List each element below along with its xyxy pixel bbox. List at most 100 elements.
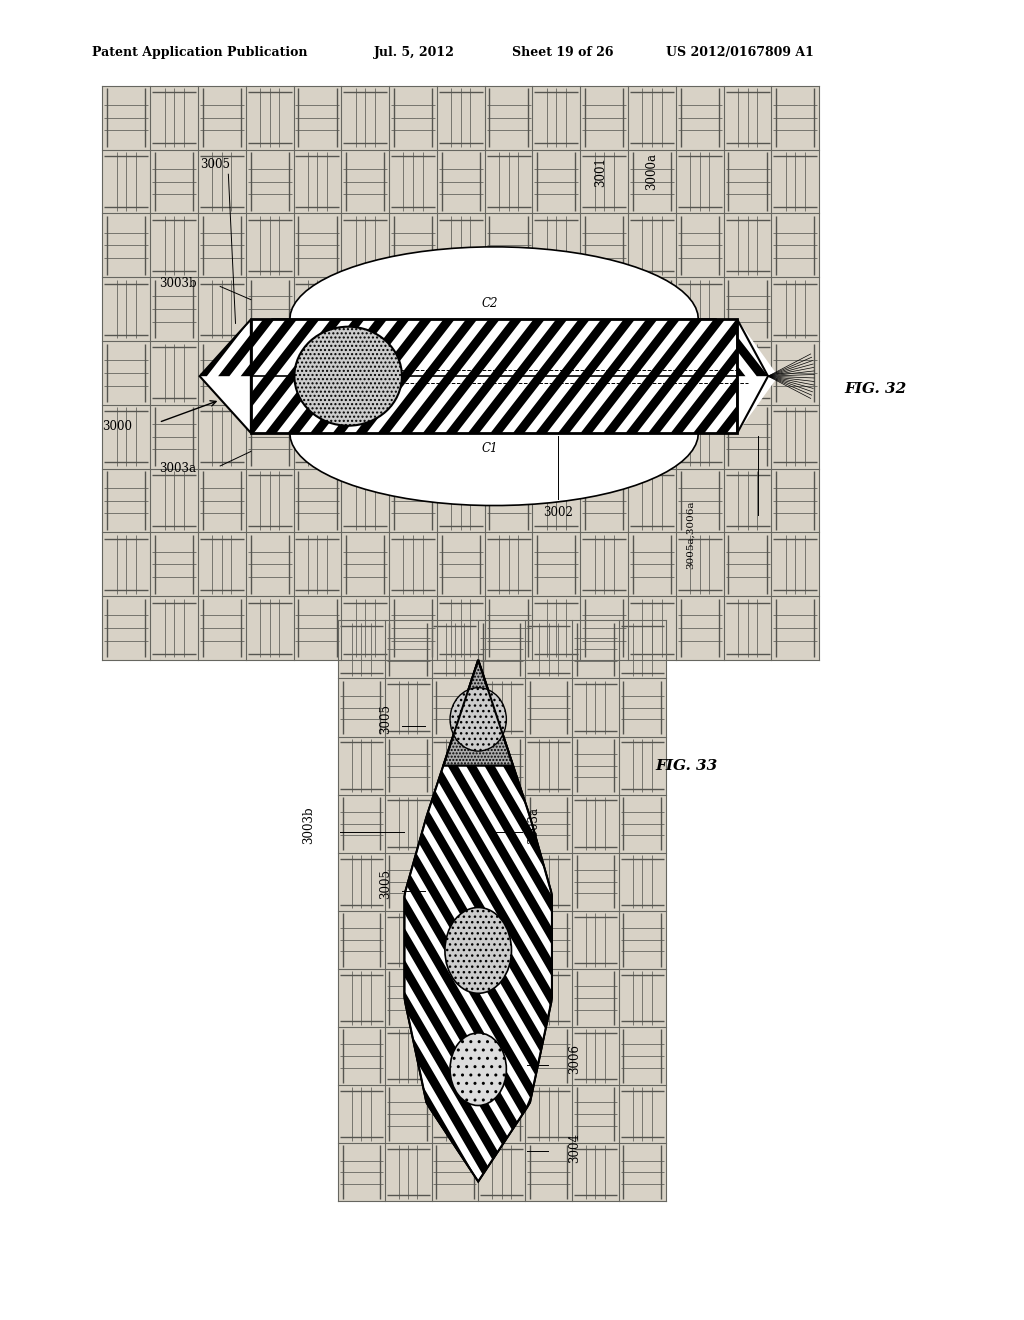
Ellipse shape (444, 908, 512, 993)
Polygon shape (0, 319, 48, 376)
Bar (102, 86, 819, 660)
Polygon shape (693, 319, 793, 433)
Text: 3002: 3002 (543, 506, 572, 519)
Polygon shape (85, 319, 184, 433)
Polygon shape (173, 319, 228, 376)
Polygon shape (690, 319, 745, 376)
Text: FIG. 32: FIG. 32 (845, 383, 907, 396)
Polygon shape (241, 319, 296, 376)
Polygon shape (780, 319, 836, 376)
Text: Patent Application Publication: Patent Application Publication (92, 46, 307, 59)
Polygon shape (613, 766, 865, 1181)
Polygon shape (355, 319, 455, 433)
Text: 3003a: 3003a (527, 807, 541, 843)
Polygon shape (83, 319, 138, 376)
Polygon shape (540, 766, 792, 1181)
Polygon shape (286, 319, 341, 376)
Polygon shape (521, 766, 773, 1181)
Text: 3000a: 3000a (645, 153, 658, 190)
Polygon shape (400, 319, 500, 433)
Polygon shape (353, 319, 409, 376)
Polygon shape (288, 319, 387, 433)
Polygon shape (490, 319, 590, 433)
Polygon shape (577, 766, 828, 1181)
Polygon shape (466, 766, 718, 1181)
Polygon shape (108, 319, 207, 433)
Polygon shape (310, 319, 410, 433)
Polygon shape (189, 766, 441, 1181)
Polygon shape (151, 319, 206, 376)
Text: 3003b: 3003b (302, 807, 315, 843)
Polygon shape (648, 319, 748, 433)
Polygon shape (961, 319, 1016, 376)
Polygon shape (200, 319, 778, 433)
Polygon shape (411, 766, 663, 1181)
Polygon shape (941, 319, 1024, 433)
Polygon shape (983, 319, 1024, 376)
Polygon shape (271, 433, 717, 506)
Polygon shape (60, 319, 116, 376)
Polygon shape (0, 319, 49, 433)
Polygon shape (374, 766, 626, 1181)
Polygon shape (0, 319, 4, 433)
Polygon shape (870, 319, 926, 376)
Polygon shape (445, 319, 545, 433)
Polygon shape (669, 766, 921, 1181)
Text: 3001: 3001 (594, 157, 607, 186)
Polygon shape (200, 319, 251, 433)
Text: 3005: 3005 (379, 705, 392, 734)
Polygon shape (558, 766, 810, 1181)
Polygon shape (38, 319, 93, 376)
Polygon shape (220, 319, 319, 433)
Polygon shape (779, 766, 1024, 1181)
Polygon shape (623, 319, 678, 376)
Polygon shape (0, 319, 26, 376)
Polygon shape (263, 319, 318, 376)
Polygon shape (915, 319, 971, 376)
Polygon shape (986, 319, 1024, 433)
Polygon shape (0, 319, 3, 376)
Polygon shape (198, 319, 297, 433)
Polygon shape (919, 319, 1018, 433)
Polygon shape (404, 766, 552, 1181)
Polygon shape (226, 766, 478, 1181)
Text: 3005: 3005 (200, 158, 229, 172)
Polygon shape (938, 319, 993, 376)
Polygon shape (1009, 319, 1024, 433)
Polygon shape (447, 766, 699, 1181)
Polygon shape (130, 319, 229, 433)
Polygon shape (724, 766, 976, 1181)
Polygon shape (376, 319, 431, 376)
Polygon shape (404, 660, 552, 1181)
Polygon shape (828, 319, 928, 433)
Polygon shape (758, 319, 813, 376)
Polygon shape (581, 319, 680, 433)
Polygon shape (263, 766, 515, 1181)
Polygon shape (40, 319, 139, 433)
Polygon shape (245, 766, 497, 1181)
Polygon shape (378, 319, 477, 433)
Polygon shape (468, 319, 567, 433)
Text: Sheet 19 of 26: Sheet 19 of 26 (512, 46, 613, 59)
Polygon shape (761, 766, 1013, 1181)
Polygon shape (171, 766, 423, 1181)
Polygon shape (964, 319, 1024, 433)
Polygon shape (600, 319, 655, 376)
Polygon shape (105, 319, 161, 376)
Text: 3003a: 3003a (159, 462, 196, 475)
Polygon shape (271, 247, 717, 319)
Polygon shape (536, 319, 635, 433)
Polygon shape (0, 319, 27, 433)
Text: US 2012/0167809 A1: US 2012/0167809 A1 (666, 46, 813, 59)
Polygon shape (484, 766, 736, 1181)
Polygon shape (735, 319, 791, 376)
Polygon shape (713, 319, 768, 376)
Polygon shape (668, 319, 723, 376)
Polygon shape (671, 319, 770, 433)
Polygon shape (0, 319, 72, 433)
Polygon shape (17, 319, 117, 433)
Polygon shape (333, 319, 432, 433)
Polygon shape (243, 319, 342, 433)
Polygon shape (650, 766, 902, 1181)
Polygon shape (153, 319, 252, 433)
